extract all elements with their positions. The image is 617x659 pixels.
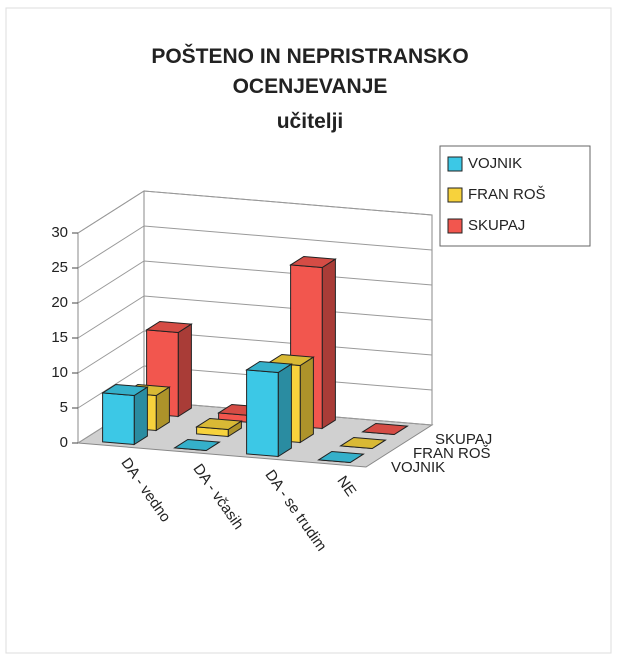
bar [339,436,387,450]
bar-side [299,356,314,444]
bar-top [289,255,337,269]
bar [361,422,409,436]
bar-top [317,450,365,464]
bar-top [101,383,149,397]
legend-label: VOJNIK [468,155,522,172]
y-tick-label: 15 [51,329,68,346]
grid-line [77,365,433,409]
depth-tick-label: FRAN ROŠ [413,445,491,462]
bar-side [177,323,192,418]
grid-line [77,190,433,234]
frame [5,7,612,654]
y-tick-label: 30 [51,224,68,241]
depth-tick-label: SKUPAJ [435,431,492,448]
bar-top [173,438,221,452]
bar [195,417,243,438]
bar [173,438,221,452]
grid-line [77,225,433,269]
x-tick-label: DA - včasih [189,461,246,533]
grid-line [77,295,433,339]
y-tick-label: 0 [60,434,68,451]
bar-top [361,422,409,436]
grid-line [77,330,433,374]
bar-top [145,320,193,334]
x-tick-label: DA - se trudim [261,467,329,555]
legend-swatch [447,218,463,234]
legend-label: FRAN ROŠ [468,186,546,203]
x-tick-label: DA - vedno [117,455,173,526]
legend-box [439,145,591,247]
bar-side [133,386,148,446]
chart-subtitle: učitelji [276,110,344,133]
bar [245,360,293,458]
depth-tick-label: VOJNIK [391,459,445,476]
bar-top [339,436,387,450]
bar-front [102,392,135,446]
bar [101,383,149,446]
y-tick-label: 10 [51,364,68,381]
x-tick-label: NE [333,473,359,500]
y-tick-label: 5 [60,399,68,416]
y-tick-label: 20 [51,294,68,311]
chart-title: POŠTENO IN NEPRISTRANSKO OCENJEVANJE [151,45,469,98]
legend-label: SKUPAJ [468,217,525,234]
bar-front [246,369,279,458]
bar-side [321,258,336,430]
legend-swatch [447,156,463,172]
grid-line [77,260,433,304]
bar [317,450,365,464]
bar-side [277,363,292,458]
legend-swatch [447,187,463,203]
bar-top [245,360,293,374]
bar-top [195,417,243,431]
y-tick-label: 25 [51,259,68,276]
